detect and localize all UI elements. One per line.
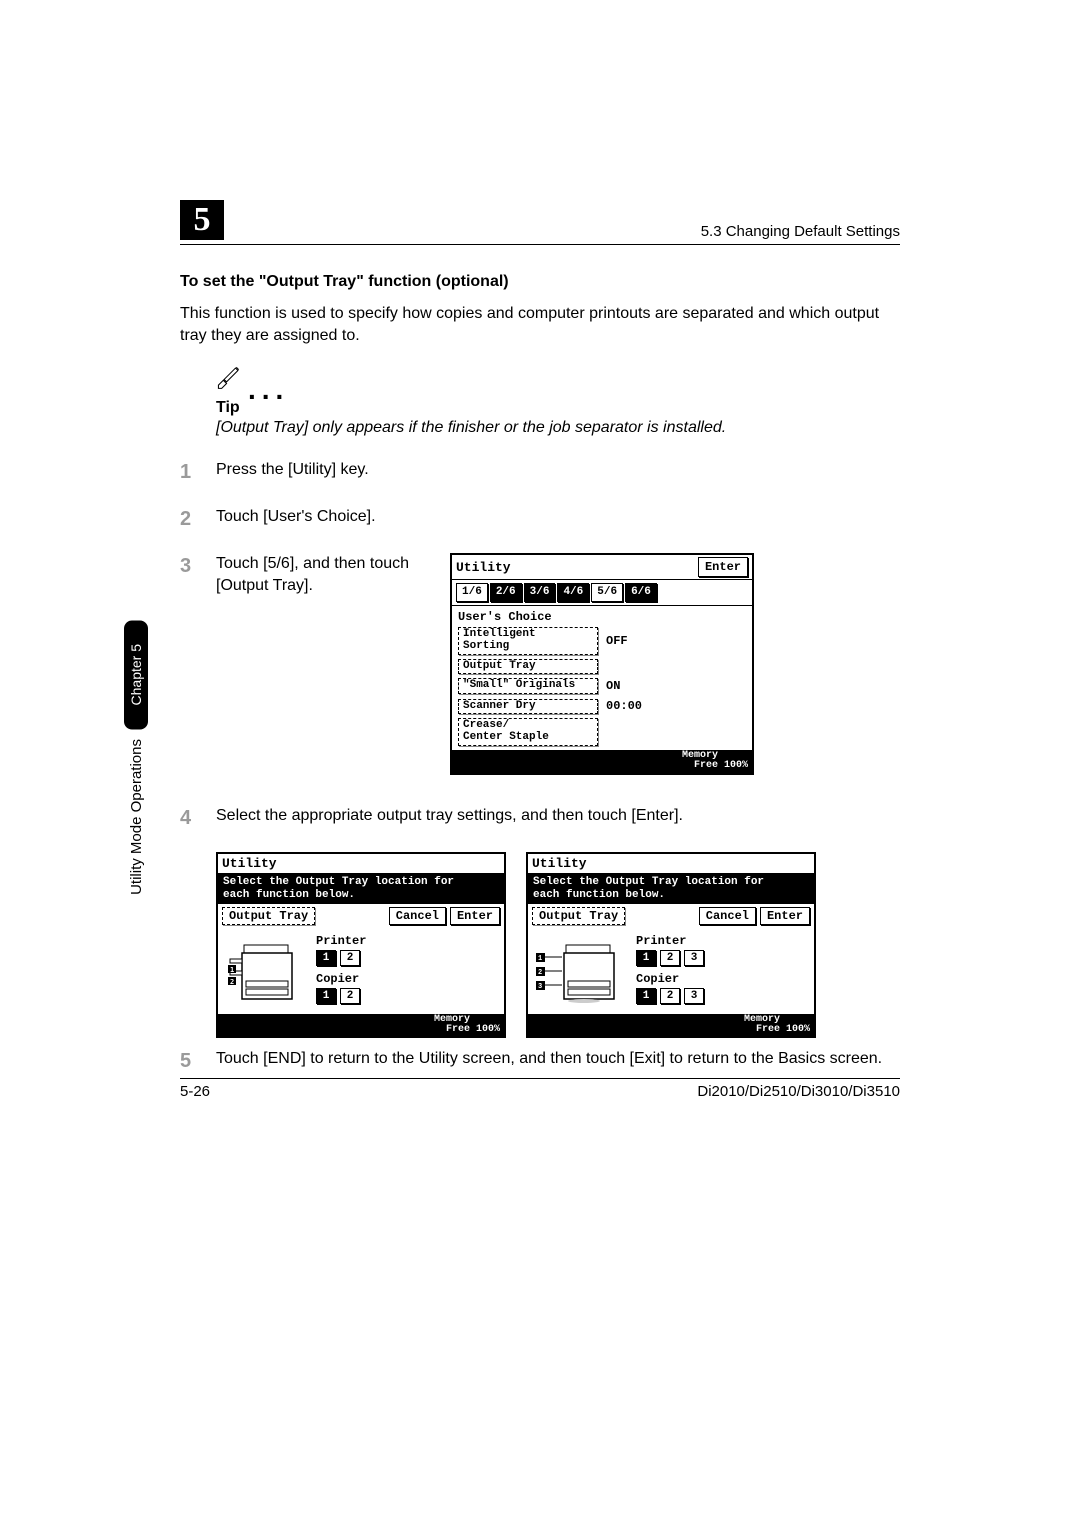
printer-label: Printer	[316, 934, 498, 948]
step-number: 3	[180, 553, 198, 775]
dual-lcd-row: Utility Select the Output Tray location …	[216, 852, 900, 1038]
step-2: 2 Touch [User's Choice].	[180, 506, 900, 533]
lcd-footer: Memory Free 100%	[218, 1014, 504, 1036]
lcd-title: Utility	[532, 856, 587, 871]
printer-tray-2[interactable]: 2	[340, 950, 360, 966]
menu-scanner-dry[interactable]: Scanner Dry	[458, 699, 598, 715]
tabs-row: 1/6 2/6 3/6 4/6 5/6 6/6	[452, 580, 752, 606]
step-text: Touch [User's Choice].	[216, 506, 900, 533]
copier-tray-1[interactable]: 1	[316, 988, 336, 1004]
step-number: 1	[180, 459, 198, 486]
menu-output-tray[interactable]: Output Tray	[458, 659, 598, 675]
svg-text:3: 3	[538, 983, 542, 991]
step-4: 4 Select the appropriate output tray set…	[180, 805, 900, 832]
menu-intelligent-sorting[interactable]: Intelligent Sorting	[458, 627, 598, 654]
page-footer: 5-26 Di2010/Di2510/Di3010/Di3510	[180, 1078, 900, 1100]
copier-diagram-icon: 1 2 3	[534, 935, 624, 1009]
lcd-title: Utility	[222, 856, 277, 871]
tab-1-6[interactable]: 1/6	[456, 583, 488, 602]
step-text: Press the [Utility] key.	[216, 459, 900, 486]
steps-list: 1 Press the [Utility] key. 2 Touch [User…	[180, 459, 900, 832]
enter-button[interactable]: Enter	[450, 907, 500, 925]
svg-text:2: 2	[538, 969, 542, 977]
printer-tray-2[interactable]: 2	[660, 950, 680, 966]
hand-writing-icon	[216, 364, 242, 395]
tab-6-6[interactable]: 6/6	[625, 583, 657, 602]
page-header: 5 5.3 Changing Default Settings	[180, 200, 900, 240]
step-5: 5 Touch [END] to return to the Utility s…	[180, 1048, 900, 1075]
copier-diagram-icon: 1 2	[224, 935, 304, 1009]
toolbar-label: Output Tray	[532, 907, 625, 925]
enter-button[interactable]: Enter	[760, 907, 810, 925]
copier-tray-3[interactable]: 3	[684, 988, 704, 1004]
copier-label: Copier	[316, 972, 498, 986]
step-number: 4	[180, 805, 198, 832]
lcd-output-tray-3: Utility Select the Output Tray location …	[526, 852, 816, 1038]
cancel-button[interactable]: Cancel	[389, 907, 446, 925]
menu-value: 00:00	[606, 698, 642, 714]
tab-3-6[interactable]: 3/6	[524, 583, 556, 602]
menu-small-originals[interactable]: "Small" Originals	[458, 678, 598, 694]
lcd-prompt: Select the Output Tray location for each…	[528, 873, 814, 904]
tip-block: ... Tip [Output Tray] only appears if th…	[216, 364, 900, 437]
tab-5-6[interactable]: 5/6	[591, 583, 623, 602]
tip-label: Tip	[216, 399, 900, 417]
chapter-number-badge: 5	[180, 200, 224, 240]
lcd-prompt: Select the Output Tray location for each…	[218, 873, 504, 904]
copier-label: Copier	[636, 972, 808, 986]
svg-text:1: 1	[230, 966, 234, 974]
side-chapter-label: Chapter 5 Utility Mode Operations	[124, 620, 148, 895]
tab-2-6[interactable]: 2/6	[490, 583, 522, 602]
tip-text: [Output Tray] only appears if the finish…	[216, 419, 900, 437]
tab-4-6[interactable]: 4/6	[557, 583, 589, 602]
intro-paragraph: This function is used to specify how cop…	[180, 303, 900, 346]
cancel-button[interactable]: Cancel	[699, 907, 756, 925]
section-reference: 5.3 Changing Default Settings	[701, 223, 900, 240]
step-text: Touch [END] to return to the Utility scr…	[216, 1048, 900, 1075]
page-content: 5 5.3 Changing Default Settings To set t…	[180, 200, 900, 1095]
lcd-footer: Memory Free 100%	[452, 750, 752, 774]
copier-tray-2[interactable]: 2	[340, 988, 360, 1004]
lcd-utility-menu: Utility Enter 1/6 2/6 3/6 4/6 5/6 6/6 Us…	[450, 553, 754, 775]
page-number: 5-26	[180, 1083, 210, 1100]
lcd-footer: Memory Free 100%	[528, 1014, 814, 1036]
ellipsis-icon: ...	[248, 385, 289, 395]
section-title: To set the "Output Tray" function (optio…	[180, 273, 900, 291]
enter-button[interactable]: Enter	[698, 557, 748, 577]
side-text: Utility Mode Operations	[128, 739, 145, 895]
lcd-subheading: User's Choice	[452, 606, 752, 625]
menu-value: ON	[606, 678, 620, 694]
step-number: 5	[180, 1048, 198, 1075]
printer-tray-1[interactable]: 1	[636, 950, 656, 966]
step-text: Touch [5/6], and then touch [Output Tray…	[216, 553, 426, 596]
step-number: 2	[180, 506, 198, 533]
steps-list-cont: 5 Touch [END] to return to the Utility s…	[180, 1048, 900, 1075]
model-list: Di2010/Di2510/Di3010/Di3510	[697, 1083, 900, 1100]
lcd-output-tray-2: Utility Select the Output Tray location …	[216, 852, 506, 1038]
copier-tray-2[interactable]: 2	[660, 988, 680, 1004]
svg-text:2: 2	[230, 978, 234, 986]
menu-crease-staple[interactable]: Crease/ Center Staple	[458, 718, 598, 745]
step-1: 1 Press the [Utility] key.	[180, 459, 900, 486]
menu-value: OFF	[606, 633, 628, 649]
printer-tray-1[interactable]: 1	[316, 950, 336, 966]
step-text: Select the appropriate output tray setti…	[216, 805, 900, 832]
step-3: 3 Touch [5/6], and then touch [Output Tr…	[180, 553, 900, 775]
side-pill: Chapter 5	[124, 620, 148, 729]
toolbar-label: Output Tray	[222, 907, 315, 925]
svg-text:1: 1	[538, 955, 542, 963]
printer-tray-3[interactable]: 3	[684, 950, 704, 966]
copier-tray-1[interactable]: 1	[636, 988, 656, 1004]
lcd-title: Utility	[456, 559, 511, 577]
printer-label: Printer	[636, 934, 808, 948]
header-rule	[180, 244, 900, 245]
